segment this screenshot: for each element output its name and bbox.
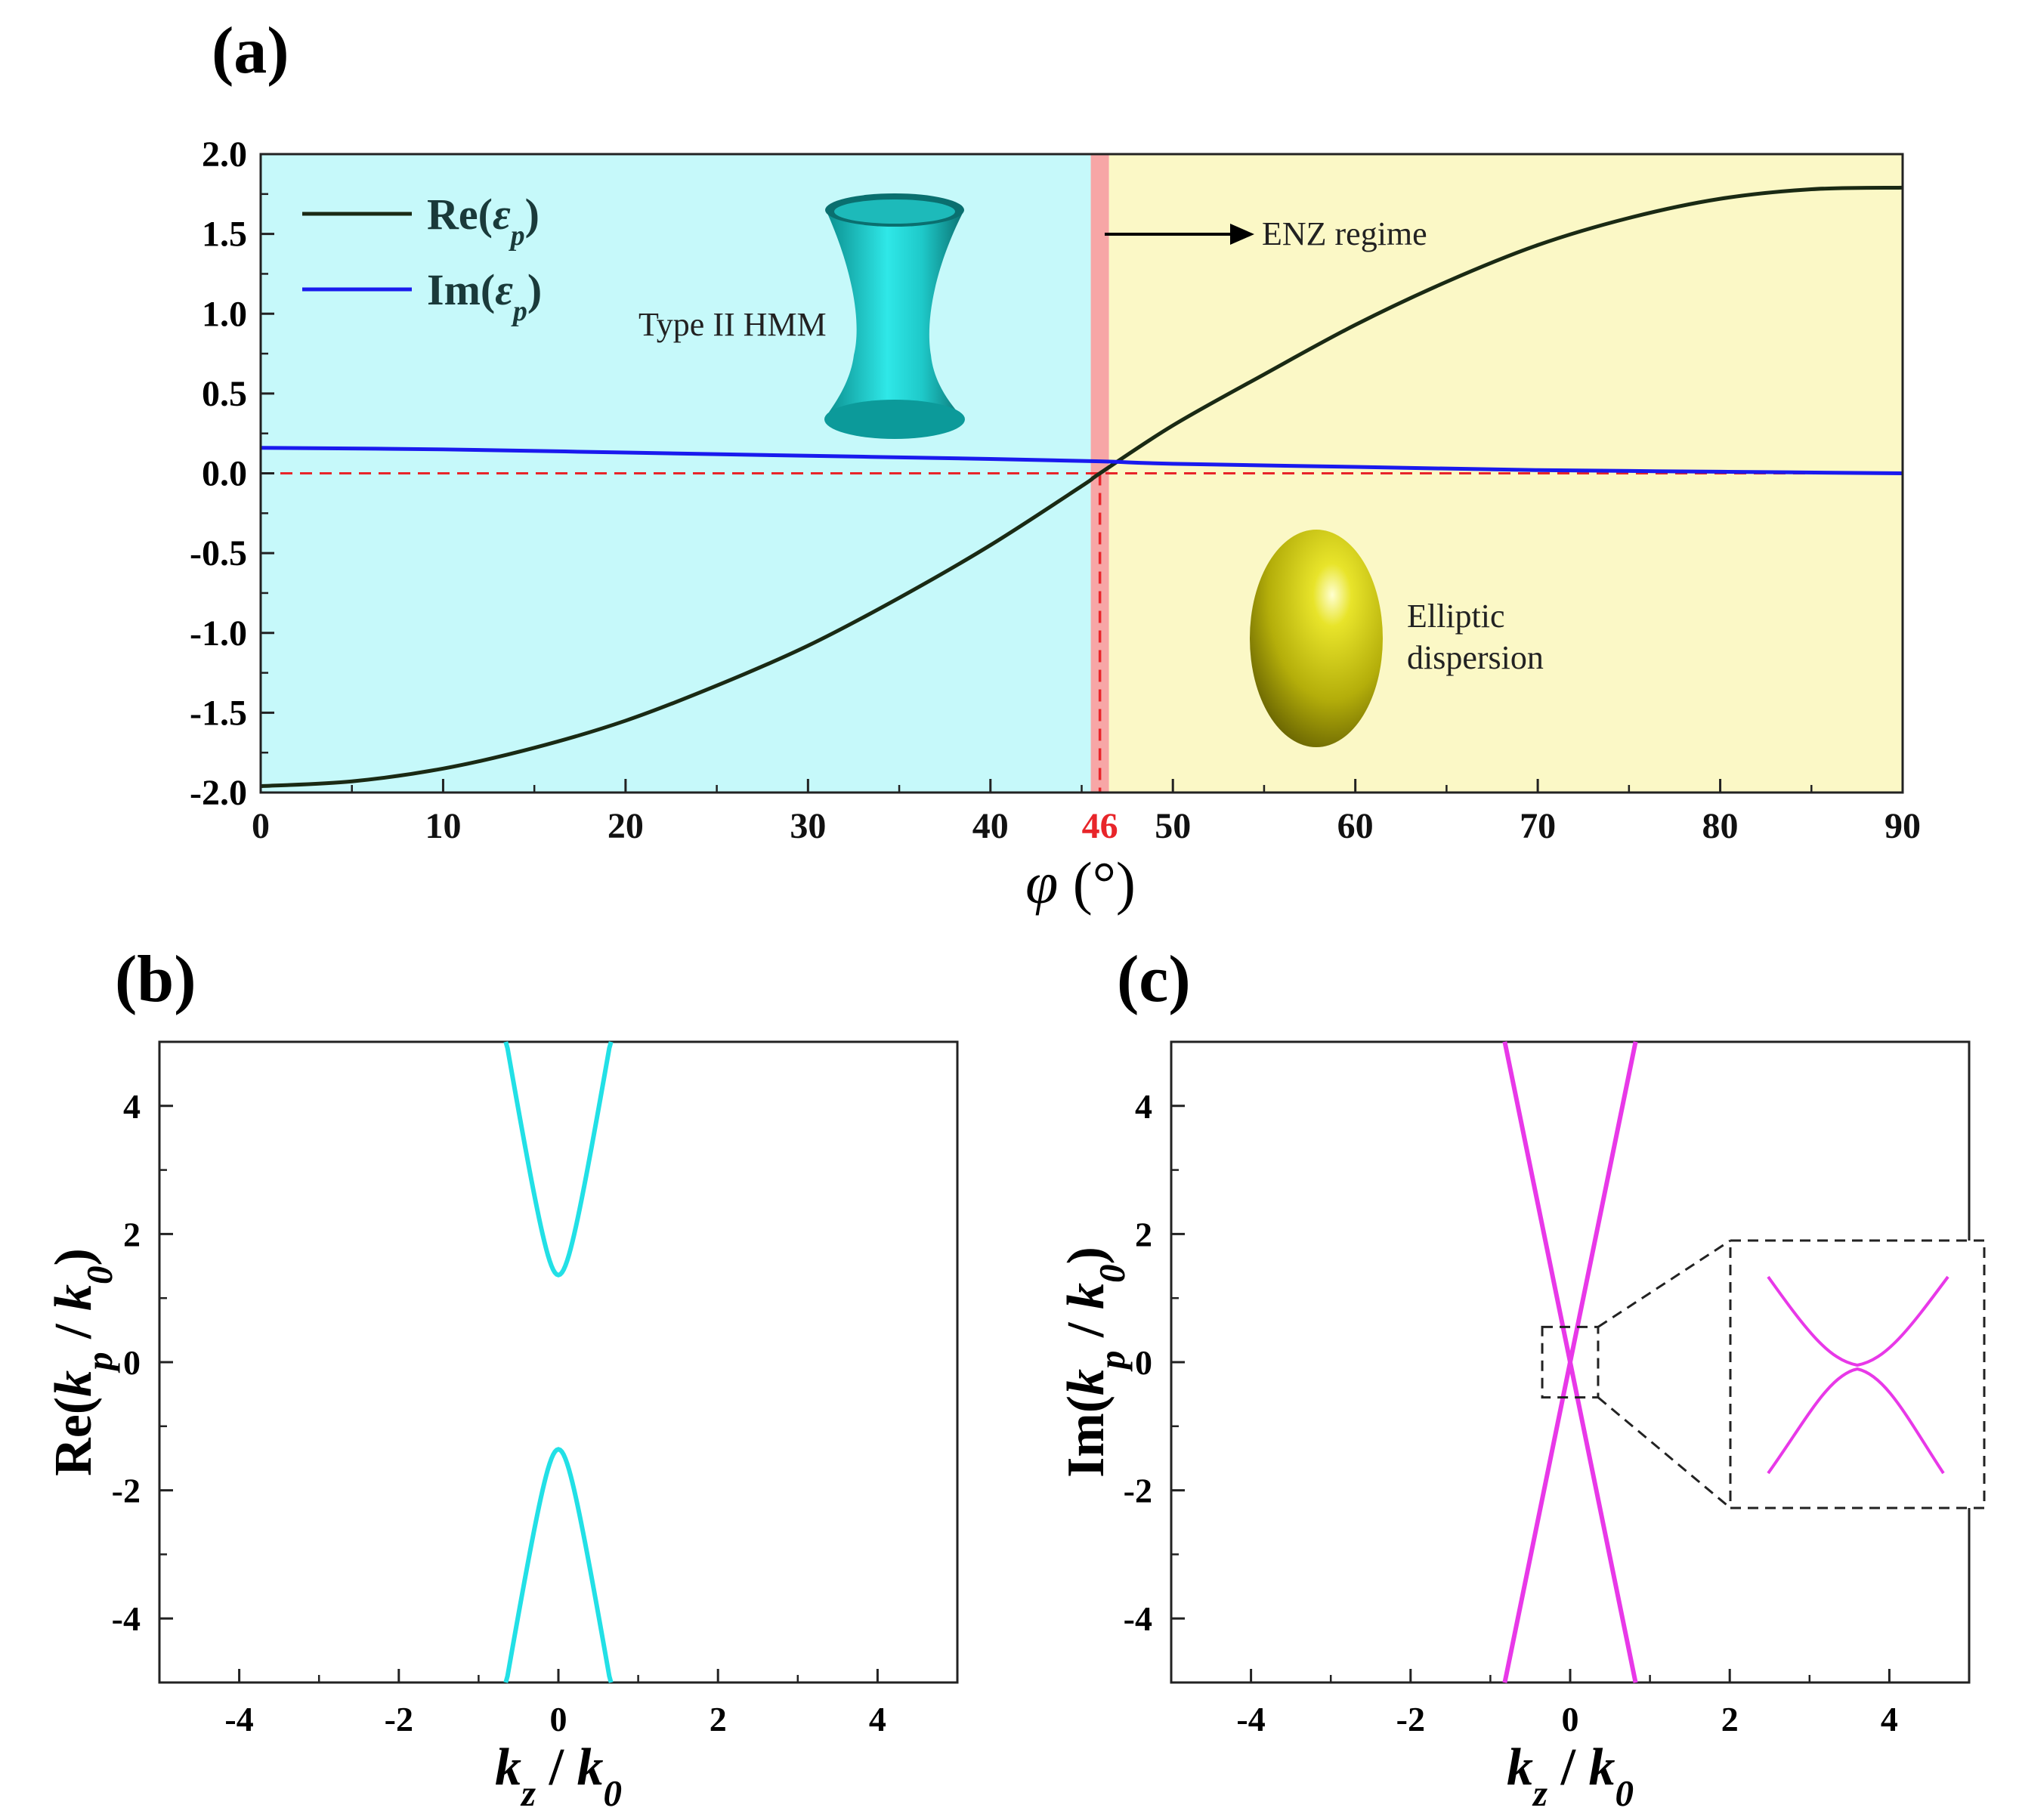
y-tick-label-a: -1.0 — [190, 613, 247, 654]
x-tick-label-a: 80 — [1702, 806, 1739, 846]
y-tick-label: 0 — [1135, 1343, 1152, 1382]
y-tick-label: -4 — [112, 1599, 141, 1638]
annotation-enz: ENZ regime — [1262, 215, 1427, 252]
plot-frame — [158, 1040, 959, 1684]
panel-c: -4 -2 0 2 4 4 2 0 -2 -4 kz / k0 Im(kp / k0) — [1057, 1040, 1986, 1814]
x-tick-label: 4 — [1881, 1700, 1898, 1738]
zoom-connector-top — [1597, 1239, 1731, 1328]
y-axis-label: Im(kp / k0) — [1057, 1247, 1133, 1478]
y-tick-label: 0 — [123, 1343, 141, 1382]
inset-curve-upper — [1767, 1275, 1949, 1367]
y-tick-label: 2 — [123, 1215, 141, 1253]
y-tick-label-a: 0.5 — [202, 374, 247, 414]
y-tick-label: -2 — [1124, 1472, 1152, 1510]
y-tick-label: -2 — [112, 1472, 141, 1510]
x-tick-label: -4 — [1236, 1700, 1265, 1738]
y-tick-label-a: 2.0 — [202, 134, 247, 175]
series-line-re — [260, 185, 1903, 789]
panel-label-c: (c) — [1117, 943, 1191, 1016]
x-tick-label: 0 — [1562, 1700, 1579, 1738]
panel-a: 0 10 20 30 40 46 50 60 70 80 90 2.0 1.5 1.0 0.5 0.0 -0.5… — [190, 134, 1921, 916]
x-tick-label-a: 60 — [1337, 806, 1374, 846]
hyperboloid-top-inner — [834, 199, 955, 224]
y-tick-label-a: -0.5 — [190, 533, 247, 573]
y-tick-label-a: -2.0 — [190, 773, 247, 813]
x-tick-label-a: 40 — [972, 806, 1009, 846]
legend-label-re: Re(εp) — [427, 190, 540, 252]
y-tick-label-a: -1.5 — [190, 693, 247, 733]
series-upper-branch — [503, 1041, 614, 1278]
x-axis-label: kz / k0 — [495, 1738, 622, 1814]
x-tick-label-a: 70 — [1520, 806, 1556, 846]
annotation-elliptic: Elliptic — [1407, 598, 1505, 635]
legend-label-im: Im(εp) — [427, 265, 542, 327]
panel-label-a: (a) — [212, 14, 289, 88]
series-lower-branch — [503, 1447, 614, 1683]
series-line-im — [260, 446, 1903, 475]
series-branch-2 — [1502, 1041, 1638, 1683]
y-axis-label: Re(kp / k0) — [45, 1248, 120, 1476]
x-tick-label-a: 50 — [1155, 806, 1191, 846]
x-tick-label: 4 — [869, 1700, 886, 1738]
hyperboloid-body — [824, 210, 964, 419]
hyperboloid-icon — [824, 193, 965, 439]
x-tick-label: 2 — [710, 1700, 727, 1738]
zoom-connector-bottom — [1597, 1396, 1731, 1509]
panel-b: -4 -2 0 2 4 4 2 0 -2 -4 kz / k0 Re(kp / k0) — [45, 1040, 959, 1814]
y-tick-label-a: 1.0 — [202, 294, 247, 334]
x-tick-label: 0 — [550, 1700, 567, 1738]
y-tick-label-a: 1.5 — [202, 215, 247, 255]
x-tick-label: -4 — [224, 1700, 253, 1738]
panel-label-b: (b) — [115, 943, 196, 1016]
annotation-dispersion: dispersion — [1407, 639, 1544, 676]
inset-curve-lower — [1767, 1367, 1945, 1475]
x-tick-label-a: 0 — [252, 806, 270, 846]
x-tick-label-a: 30 — [790, 806, 826, 846]
annotation-type-ii-hmm: Type II HMM — [638, 306, 827, 343]
y-tick-label: 4 — [1135, 1087, 1152, 1126]
x-axis-label-a: φ (°) — [1025, 850, 1136, 916]
zoom-box — [1541, 1325, 1600, 1399]
enz-arrowhead — [1230, 224, 1254, 245]
x-tick-label-a: 46 — [1082, 806, 1118, 846]
ellipsoid-icon — [1250, 530, 1383, 747]
y-tick-label: 2 — [1135, 1215, 1152, 1253]
x-axis-label: kz / k0 — [1507, 1738, 1634, 1814]
hyperboloid-bottom — [824, 400, 965, 439]
y-tick-label: -4 — [1124, 1599, 1152, 1638]
y-tick-label: 4 — [123, 1087, 141, 1126]
x-tick-label: 2 — [1721, 1700, 1739, 1738]
x-tick-label-a: 20 — [608, 806, 644, 846]
x-tick-label: -2 — [1396, 1700, 1425, 1738]
y-tick-label-a: 0.0 — [202, 454, 247, 494]
x-tick-label-a: 90 — [1885, 806, 1921, 846]
x-tick-label-a: 10 — [425, 806, 461, 846]
x-tick-label: -2 — [385, 1700, 413, 1738]
